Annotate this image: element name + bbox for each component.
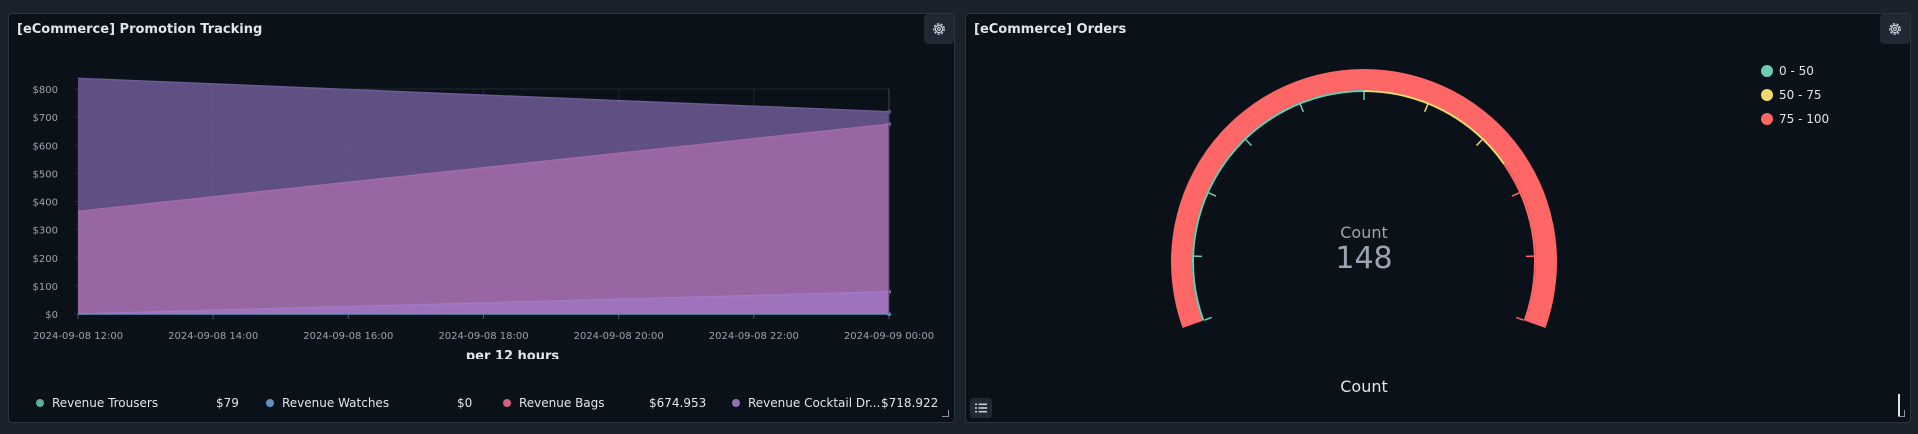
y-tick-label: $800: [33, 85, 58, 96]
gauge-tick: [1208, 192, 1217, 197]
gauge-tick: [1299, 104, 1305, 113]
gauge-band-low: [1192, 90, 1364, 321]
gauge-value: 148: [1335, 241, 1392, 276]
gauge-value-arc: [1171, 68, 1557, 329]
legend-dot: [1761, 65, 1773, 77]
y-tick-label: $100: [33, 282, 58, 293]
y-tick-label: $200: [33, 254, 58, 265]
area-series-line: [77, 123, 890, 213]
legend-dot: [36, 399, 44, 407]
toggle-legend-button[interactable]: [970, 398, 992, 418]
legend-dot: [1761, 89, 1773, 101]
legend-item-revenue-trousers[interactable]: Revenue Trousers: [36, 396, 158, 410]
legend-value: $718.922: [881, 396, 939, 410]
orders-panel: [eCommerce] Orders Count 148 Count 0 - 5…: [965, 13, 1911, 423]
gauge-tick: [1203, 316, 1213, 321]
gear-icon: [933, 23, 945, 35]
area-series: [78, 124, 889, 314]
y-tick-label: $400: [33, 198, 58, 209]
legend-dot: [503, 399, 511, 407]
gauge-legend: 0 - 50 50 - 75 75 - 100: [1761, 59, 1829, 131]
panel-title: [eCommerce] Orders: [974, 22, 1127, 37]
legend-dot: [266, 399, 274, 407]
gauge-label: Count: [1340, 223, 1388, 242]
x-tick-label: 2024-09-08 20:00: [574, 331, 664, 342]
x-tick-label: 2024-09-08 16:00: [303, 331, 393, 342]
legend-dot: [732, 399, 740, 407]
legend-label: 50 - 75: [1779, 88, 1822, 102]
legend-item-revenue-bags[interactable]: Revenue Bags: [503, 396, 605, 410]
gauge-tick: [1475, 139, 1483, 146]
legend-label: Revenue Bags: [519, 396, 605, 410]
area-chart: $0 $100 $200 $300 $400 $500 $600 $700 $800 2024-0…: [33, 77, 934, 359]
legend-value: $0: [457, 396, 473, 410]
panel-title: [eCommerce] Promotion Tracking: [17, 22, 263, 37]
x-tick-label: 2024-09-09 00:00: [844, 331, 934, 342]
legend-item-revenue-cocktail-dresses[interactable]: Revenue Cocktail Dr...: [732, 396, 880, 410]
legend-value: $674.953: [649, 396, 707, 410]
y-tick-label: $600: [33, 141, 58, 152]
y-tick-label: $0: [45, 310, 58, 321]
chart-legend: Revenue Trousers $79 Revenue Watches $0 …: [9, 396, 954, 416]
gauge-tick: [1423, 104, 1429, 113]
gauge-legend-item[interactable]: 75 - 100: [1761, 107, 1829, 131]
legend-label: Revenue Cocktail Dr...: [748, 396, 881, 410]
y-tick-label: $300: [33, 226, 58, 237]
text-cursor-marker: [1898, 394, 1900, 416]
area-series-line: [77, 77, 890, 113]
gauge-legend-item[interactable]: 0 - 50: [1761, 59, 1829, 83]
gauge-tick: [1245, 139, 1253, 146]
legend-value: $79: [216, 396, 239, 410]
resize-handle-icon[interactable]: [942, 410, 949, 417]
gauge-chart: Count 148 Count: [1171, 68, 1557, 396]
y-tick-label: $500: [33, 169, 58, 180]
x-tick-label: 2024-09-08 12:00: [33, 331, 123, 342]
panel-options-button[interactable]: [924, 14, 954, 44]
legend-label: Revenue Trousers: [52, 396, 159, 410]
gauge-legend-item[interactable]: 50 - 75: [1761, 83, 1829, 107]
gauge-tick: [1511, 192, 1520, 197]
x-tick-label: 2024-09-08 22:00: [709, 331, 799, 342]
legend-label: Revenue Watches: [282, 396, 390, 410]
gear-icon: [1889, 23, 1901, 35]
gauge-bottom-label: Count: [1340, 377, 1388, 396]
panel-options-button[interactable]: [1880, 14, 1910, 44]
area-series-line: [77, 291, 890, 315]
x-tick-label: 2024-09-08 14:00: [168, 331, 258, 342]
resize-handle-icon[interactable]: [1898, 410, 1905, 417]
legend-item-revenue-watches[interactable]: Revenue Watches: [266, 396, 389, 410]
gauge-tick: [1515, 316, 1525, 321]
x-tick-label: 2024-09-08 18:00: [438, 331, 528, 342]
legend-label: 75 - 100: [1779, 112, 1830, 126]
list-icon: [975, 403, 987, 413]
legend-dot: [1761, 113, 1773, 125]
y-tick-label: $700: [33, 113, 58, 124]
legend-label: 0 - 50: [1779, 64, 1814, 78]
promotion-tracking-panel: [eCommerce] Promotion Tracking $0 $100 $20…: [8, 13, 955, 423]
x-axis-title: per 12 hours: [466, 349, 560, 359]
